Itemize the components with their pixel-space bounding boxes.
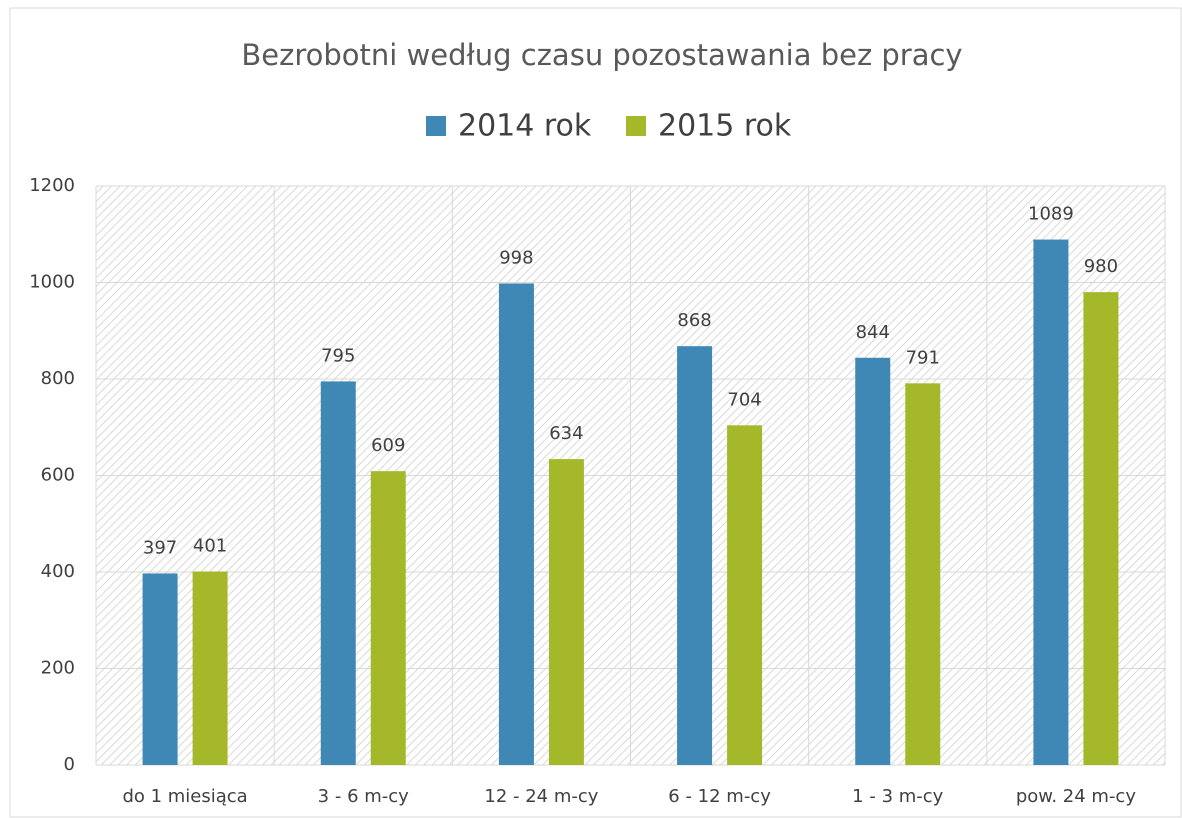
y-tick-label: 400 (41, 561, 75, 582)
bar (855, 357, 891, 765)
y-tick-label: 200 (41, 658, 75, 679)
bar (192, 571, 228, 765)
data-label: 795 (321, 345, 355, 366)
bar (498, 283, 534, 765)
chart-title: Bezrobotni według czasu pozostawania bez… (241, 38, 962, 72)
y-tick-label: 0 (64, 754, 75, 775)
bar (677, 346, 713, 765)
x-tick-label: do 1 miesiąca (122, 786, 247, 807)
data-label: 634 (549, 423, 583, 444)
data-label: 998 (499, 247, 533, 268)
y-tick-label: 800 (41, 368, 75, 389)
bar (320, 381, 356, 765)
y-tick-label: 1000 (29, 272, 75, 293)
bar (370, 471, 406, 765)
x-tick-label: 6 - 12 m-cy (668, 786, 771, 807)
data-label: 980 (1084, 256, 1118, 277)
data-label: 609 (371, 435, 405, 456)
legend-label: 2015 rok (658, 109, 792, 144)
x-tick-label: 1 - 3 m-cy (852, 786, 943, 807)
bar (142, 573, 178, 765)
x-tick-label: 12 - 24 m-cy (484, 786, 598, 807)
data-label: 1089 (1028, 204, 1074, 225)
y-tick-label: 1200 (29, 175, 75, 196)
x-tick-label: pow. 24 m-cy (1016, 786, 1137, 807)
legend-swatch (626, 116, 646, 136)
bar (727, 425, 763, 765)
bar (905, 383, 941, 765)
data-label: 791 (906, 347, 940, 368)
data-label: 844 (856, 322, 890, 343)
x-tick-label: 3 - 6 m-cy (318, 786, 409, 807)
bar (1033, 239, 1069, 765)
legend-swatch (426, 116, 446, 136)
bar (1083, 292, 1119, 765)
y-tick-label: 600 (41, 465, 75, 486)
data-label: 868 (677, 310, 711, 331)
data-label: 397 (143, 537, 177, 558)
legend-label: 2014 rok (458, 109, 592, 144)
bar (548, 459, 584, 765)
data-label: 401 (193, 536, 227, 557)
data-label: 704 (727, 389, 761, 410)
